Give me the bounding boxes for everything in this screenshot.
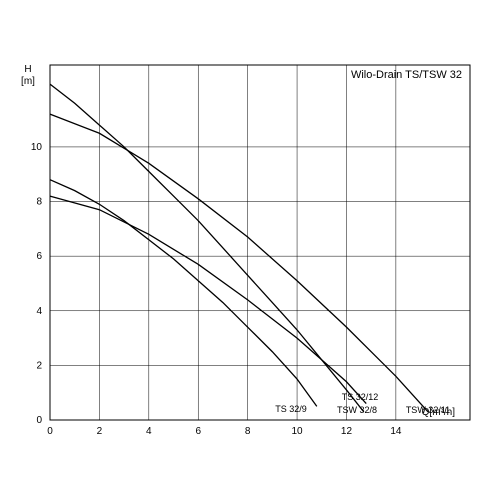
x-tick-label: 2 bbox=[97, 426, 103, 437]
y-axis-label: [m] bbox=[21, 76, 35, 87]
series-label: TSW 32/11 bbox=[406, 405, 450, 415]
x-tick-label: 4 bbox=[146, 426, 152, 437]
series-label: TSW 32/8 bbox=[337, 405, 377, 415]
y-tick-label: 4 bbox=[36, 306, 42, 317]
y-tick-label: 2 bbox=[36, 360, 42, 371]
chart-title: Wilo-Drain TS/TSW 32 bbox=[351, 69, 462, 81]
pump-curve-chart: 024681002468101214H[m]Q[m³/h]Wilo-Drain … bbox=[0, 0, 500, 500]
series-label: TS 32/9 bbox=[275, 404, 307, 414]
x-tick-label: 6 bbox=[195, 426, 201, 437]
x-tick-label: 8 bbox=[245, 426, 251, 437]
x-tick-label: 0 bbox=[47, 426, 53, 437]
x-tick-label: 10 bbox=[291, 426, 303, 437]
x-tick-label: 14 bbox=[390, 426, 402, 437]
y-tick-label: 0 bbox=[36, 415, 42, 426]
y-tick-label: 6 bbox=[36, 251, 42, 262]
x-tick-label: 12 bbox=[341, 426, 353, 437]
y-axis-label: H bbox=[24, 64, 31, 75]
y-tick-label: 8 bbox=[36, 197, 42, 208]
y-tick-label: 10 bbox=[31, 142, 43, 153]
chart-svg: 024681002468101214H[m]Q[m³/h]Wilo-Drain … bbox=[0, 0, 500, 500]
